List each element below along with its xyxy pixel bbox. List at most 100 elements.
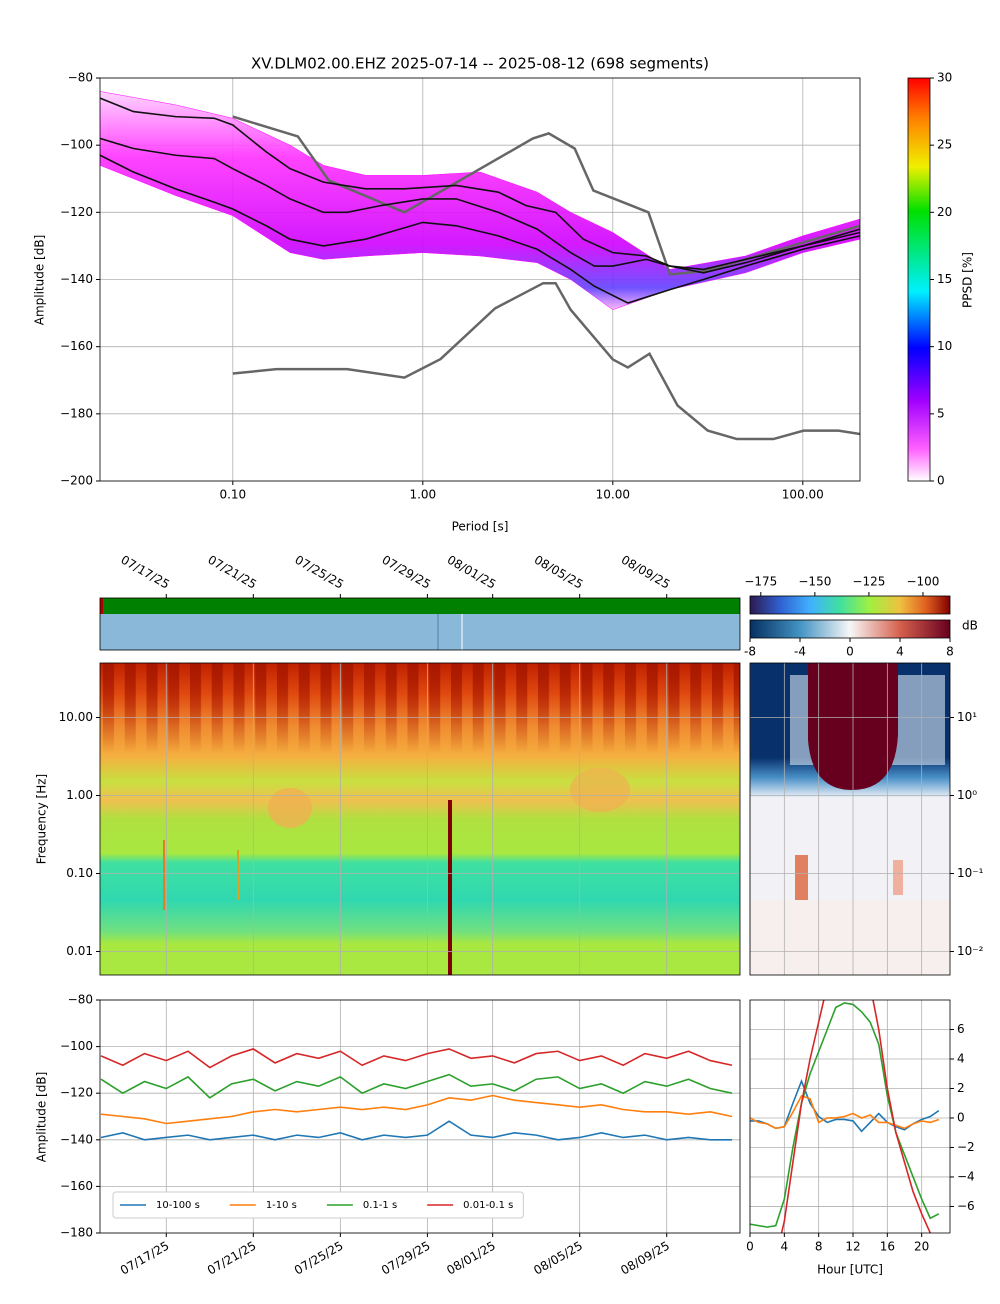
x-tick-label: 10.00	[596, 488, 630, 502]
ppsd-colorbar	[907, 77, 931, 482]
colorbar-tick-label: 25	[937, 138, 952, 152]
x-tick-label: 1.00	[409, 488, 436, 502]
x-tick-label: 07/25/25	[292, 553, 346, 592]
y-tick-label: −6	[957, 1199, 975, 1213]
x-tick-label: 08/05/25	[532, 553, 586, 592]
gap-marker	[100, 598, 103, 614]
colorbar-tick-label: 0	[846, 645, 854, 659]
y-tick-label: −180	[60, 406, 93, 420]
y-tick-label: 10⁰	[957, 788, 977, 802]
colorbar-label: dB	[962, 619, 978, 633]
data-line	[100, 1073, 733, 1099]
x-tick-label: 0.10	[219, 488, 246, 502]
density-band	[100, 91, 860, 311]
y-tick-label: 10⁻²	[957, 944, 984, 958]
x-tick-label: 20	[914, 1240, 929, 1254]
x-tick-label: 07/21/25	[205, 553, 259, 592]
x-tick-label: 08/01/25	[445, 553, 499, 592]
y-tick-label: 6	[957, 1022, 965, 1036]
colorbar-tick-label: −150	[798, 575, 831, 589]
colorbar-tick-label: 0	[937, 474, 945, 488]
y-tick-label: 10¹	[957, 710, 977, 724]
colorbar-tick-label: -8	[744, 645, 756, 659]
y-tick-label: −100	[60, 138, 93, 152]
x-tick-label: 100.00	[782, 488, 824, 502]
x-tick-label: 08/05/25	[531, 1239, 585, 1278]
y-tick-label: 0.01	[66, 944, 93, 958]
colorbar-tick-label: 5	[937, 406, 945, 420]
y-tick-label: −120	[60, 1086, 93, 1100]
colorbar-tick-label: −100	[906, 575, 939, 589]
colorbar-label: PPSD [%]	[961, 252, 975, 308]
y-axis-label: Amplitude [dB]	[33, 235, 47, 326]
colorbar-tick-label: 15	[937, 272, 952, 286]
data-line	[232, 281, 860, 441]
y-tick-label: −160	[60, 1179, 93, 1193]
spectrogram-event	[163, 840, 165, 910]
data-line	[780, 1000, 932, 1233]
spectrogram-event	[237, 850, 239, 900]
y-axis-label: Frequency [Hz]	[35, 774, 49, 865]
legend-label: 1-10 s	[266, 1200, 297, 1211]
availability-bar	[100, 598, 740, 614]
x-tick-label: 0	[746, 1240, 754, 1254]
legend-label: 10-100 s	[156, 1200, 200, 1211]
x-tick-label: 08/09/25	[618, 1239, 672, 1278]
plot-frame	[99, 999, 741, 1234]
x-tick-label: 07/29/25	[379, 1239, 433, 1278]
y-tick-label: −80	[68, 993, 93, 1007]
y-tick-label: −160	[60, 339, 93, 353]
coverage-bar	[100, 614, 740, 650]
x-tick-label: 12	[845, 1240, 860, 1254]
y-tick-label: −140	[60, 1132, 93, 1146]
y-tick-label: 10⁻¹	[957, 866, 984, 880]
x-tick-label: 8	[815, 1240, 823, 1254]
x-tick-label: 07/17/25	[118, 1239, 172, 1278]
spectrogram-event	[448, 800, 452, 975]
y-tick-label: −200	[60, 474, 93, 488]
spectrogram-feature	[268, 788, 312, 828]
colorbar-tick-label: 8	[946, 645, 954, 659]
y-tick-label: 0	[957, 1110, 965, 1124]
data-line	[100, 1094, 733, 1125]
colorbar-tick-label: 30	[937, 71, 952, 85]
x-tick-label: 07/29/25	[379, 553, 433, 592]
colorbar-tick-label: −125	[852, 575, 885, 589]
x-tick-label: 08/01/25	[444, 1239, 498, 1278]
legend-label: 0.1-1 s	[363, 1200, 397, 1211]
y-tick-label: 2	[957, 1081, 965, 1095]
colorbar-tick-label: −175	[744, 575, 777, 589]
x-tick-label: 07/17/25	[118, 553, 172, 592]
y-tick-label: −140	[60, 272, 93, 286]
y-tick-label: −2	[957, 1140, 975, 1154]
diurnal-feature	[795, 855, 808, 900]
y-tick-label: 10.00	[59, 710, 93, 724]
data-line	[100, 97, 860, 271]
legend-label: 0.01-0.1 s	[463, 1200, 513, 1211]
plot-frame	[749, 999, 951, 1234]
data-line	[750, 1094, 940, 1130]
x-axis-label: Hour [UTC]	[817, 1263, 883, 1277]
x-tick-label: 4	[781, 1240, 789, 1254]
diurnal-feature	[893, 860, 903, 895]
colorbar-tick-label: -4	[794, 645, 806, 659]
legend-box	[112, 1191, 524, 1219]
y-tick-label: −180	[60, 1226, 93, 1240]
y-tick-label: 1.00	[66, 788, 93, 802]
diurnal-feature	[750, 900, 950, 975]
colorbar-tick-label: 10	[937, 339, 952, 353]
plot-frame	[99, 662, 741, 976]
spectrogram-colorbar	[749, 595, 951, 615]
data-line	[100, 154, 860, 304]
data-line	[100, 137, 860, 274]
timeline-frame	[99, 597, 741, 651]
ppsd-title: XV.DLM02.00.EHZ 2025-07-14 -- 2025-08-12…	[251, 55, 709, 73]
diurnal-colorbar	[749, 619, 951, 639]
x-tick-label: 16	[880, 1240, 895, 1254]
y-tick-label: −4	[957, 1169, 975, 1183]
x-axis-label: Period [s]	[452, 520, 509, 534]
y-tick-label: −120	[60, 205, 93, 219]
y-tick-label: 4	[957, 1051, 965, 1065]
plot-frame	[749, 662, 951, 976]
x-tick-label: 08/09/25	[619, 553, 673, 592]
